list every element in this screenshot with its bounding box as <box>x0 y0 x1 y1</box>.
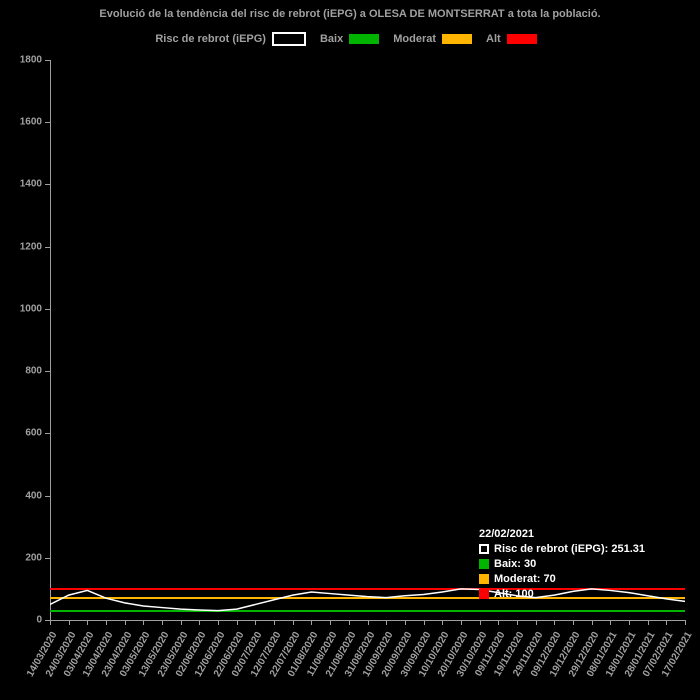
x-tick <box>69 620 70 625</box>
x-tick <box>125 620 126 625</box>
x-tick <box>106 620 107 625</box>
tooltip-text: Alt: 100 <box>494 587 534 602</box>
x-tick <box>610 620 611 625</box>
x-tick <box>368 620 369 625</box>
x-tick <box>629 620 630 625</box>
legend-label: Alt <box>486 33 501 45</box>
x-tick <box>199 620 200 625</box>
legend-item: Moderat <box>393 33 472 45</box>
tooltip-row: Moderat: 70 <box>479 572 645 587</box>
legend-swatch <box>507 34 537 44</box>
y-tick-label: 400 <box>0 490 42 501</box>
tooltip-row: Baix: 30 <box>479 557 645 572</box>
legend-swatch <box>272 32 306 46</box>
x-tick <box>536 620 537 625</box>
legend-label: Moderat <box>393 33 436 45</box>
x-tick <box>442 620 443 625</box>
legend-item: Alt <box>486 33 537 45</box>
tooltip-text: Risc de rebrot (iEPG): 251.31 <box>494 542 645 557</box>
x-tick <box>255 620 256 625</box>
plot-area: 02004006008001000120014001600180014/03/2… <box>50 60 685 620</box>
x-tick <box>480 620 481 625</box>
chart-container: Evolució de la tendència del risc de reb… <box>0 0 700 700</box>
x-tick <box>498 620 499 625</box>
tooltip-text: Baix: 30 <box>494 557 536 572</box>
x-tick <box>293 620 294 625</box>
legend-label: Baix <box>320 33 343 45</box>
x-tick <box>181 620 182 625</box>
legend-label: Risc de rebrot (iEPG) <box>155 33 266 45</box>
x-tick <box>349 620 350 625</box>
x-tick <box>311 620 312 625</box>
x-tick <box>424 620 425 625</box>
x-tick <box>592 620 593 625</box>
y-tick-label: 1000 <box>0 303 42 314</box>
x-tick <box>50 620 51 625</box>
legend-swatch <box>442 34 472 44</box>
tooltip-row: Risc de rebrot (iEPG): 251.31 <box>479 542 645 557</box>
x-tick <box>162 620 163 625</box>
x-tick <box>573 620 574 625</box>
y-tick-label: 1400 <box>0 179 42 190</box>
tooltip-text: Moderat: 70 <box>494 572 556 587</box>
chart-legend: Risc de rebrot (iEPG) Baix Moderat Alt <box>0 32 700 46</box>
x-tick <box>405 620 406 625</box>
tooltip-date: 22/02/2021 <box>479 527 645 542</box>
x-tick <box>554 620 555 625</box>
y-tick-label: 0 <box>0 615 42 626</box>
y-tick-label: 1800 <box>0 55 42 66</box>
tooltip-swatch <box>479 544 489 554</box>
tooltip: 22/02/2021Risc de rebrot (iEPG): 251.31B… <box>479 527 645 602</box>
legend-swatch <box>349 34 379 44</box>
x-tick <box>461 620 462 625</box>
x-tick <box>143 620 144 625</box>
x-tick <box>218 620 219 625</box>
tooltip-row: Alt: 100 <box>479 587 645 602</box>
x-tick <box>648 620 649 625</box>
x-tick <box>330 620 331 625</box>
x-tick <box>685 620 686 625</box>
x-tick <box>517 620 518 625</box>
tooltip-swatch <box>479 559 489 569</box>
y-tick-label: 1200 <box>0 241 42 252</box>
x-tick <box>87 620 88 625</box>
x-tick <box>237 620 238 625</box>
y-tick-label: 1600 <box>0 117 42 128</box>
x-tick <box>274 620 275 625</box>
x-tick <box>386 620 387 625</box>
tooltip-swatch <box>479 574 489 584</box>
legend-item: Baix <box>320 33 379 45</box>
tooltip-swatch <box>479 589 489 599</box>
y-tick-label: 200 <box>0 552 42 563</box>
x-tick <box>666 620 667 625</box>
chart-title: Evolució de la tendència del risc de reb… <box>0 8 700 20</box>
y-tick-label: 600 <box>0 428 42 439</box>
legend-item: Risc de rebrot (iEPG) <box>155 32 306 46</box>
y-tick-label: 800 <box>0 366 42 377</box>
